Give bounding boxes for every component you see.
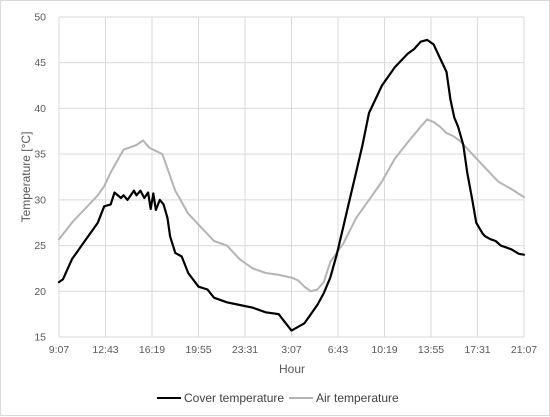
y-tick-label: 45 bbox=[34, 57, 46, 69]
legend-label-air: Air temperature bbox=[316, 391, 399, 405]
y-axis-title: Temperature [°C] bbox=[19, 132, 33, 223]
y-tick-label: 20 bbox=[34, 286, 46, 298]
y-tick-label: 50 bbox=[34, 12, 46, 24]
y-tick-labels: 15 20 25 30 35 40 45 50 bbox=[34, 12, 46, 344]
x-tick-label: 12:43 bbox=[92, 344, 118, 356]
x-tick-label: 19:55 bbox=[185, 344, 211, 356]
series-line-air-temperature bbox=[58, 118, 525, 293]
x-tick-label: 13:55 bbox=[418, 344, 444, 356]
x-tick-label: 9:07 bbox=[49, 344, 70, 356]
y-tick-label: 30 bbox=[34, 194, 46, 206]
series-lines bbox=[57, 38, 526, 332]
legend-label-cover: Cover temperature bbox=[184, 391, 284, 405]
x-tick-label: 17:31 bbox=[464, 344, 490, 356]
x-tick-label: 10:19 bbox=[371, 344, 397, 356]
x-axis-title: Hour bbox=[279, 362, 305, 376]
y-tick-label: 35 bbox=[34, 149, 46, 161]
gridlines bbox=[58, 16, 525, 338]
series-line-cover-temperature bbox=[57, 38, 526, 332]
y-tick-label: 25 bbox=[34, 240, 46, 252]
x-tick-labels: 9:07 12:43 16:19 19:55 23:31 3:07 6:43 10:19 13:… bbox=[49, 344, 538, 356]
legend: Cover temperature Air temperature bbox=[157, 391, 399, 405]
x-tick-label: 3:07 bbox=[281, 344, 302, 356]
x-tick-label: 16:19 bbox=[139, 344, 165, 356]
y-tick-label: 15 bbox=[34, 332, 46, 344]
x-tick-label: 23:31 bbox=[232, 344, 258, 356]
y-tick-label: 40 bbox=[34, 103, 46, 115]
x-tick-label: 6:43 bbox=[328, 344, 349, 356]
x-tick-label: 21:07 bbox=[511, 344, 537, 356]
